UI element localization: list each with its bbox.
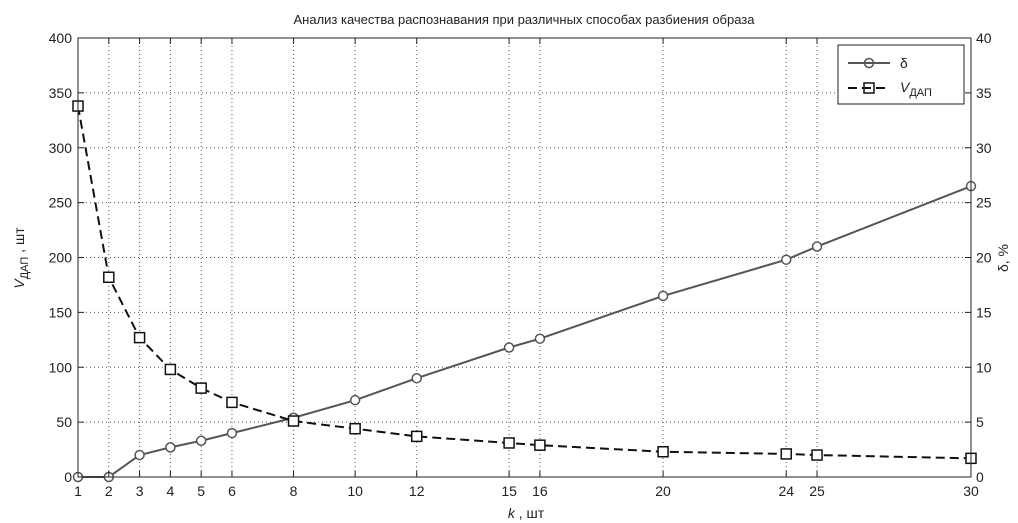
vdap-point [780,448,792,460]
y-right-tick-label: 20 [976,250,992,266]
delta-point [503,342,515,353]
x-tick-label: 20 [655,483,671,499]
legend-label-delta: δ [900,55,908,71]
y-left-tick-label: 200 [49,250,73,266]
plot-area [78,38,971,477]
vdap-point [811,449,823,461]
y-right-tick-label: 35 [976,85,992,101]
x-axis-label-suffix: , шт [515,505,545,521]
x-tick-label: 5 [197,483,205,499]
y-left-tick-label: 300 [49,140,73,156]
y-left-tick-label: 0 [64,469,72,485]
y-right-tick-label: 5 [976,414,984,430]
y-left-tick-label: 50 [56,414,72,430]
legend: δ VДАП [837,44,965,105]
vdap-point [503,437,515,449]
legend-marker-delta [863,57,875,69]
tick-layer: 1 2 3 4 5 6 8 10 12 15 16 20 24 25 3005010015020025030… [49,30,992,499]
vdap-point [657,446,669,458]
y-right-tick-label: 30 [976,140,992,156]
y-axis-left-label-suffix: , шт [11,227,27,257]
vdap-point [349,422,361,435]
x-tick-label: 4 [166,483,174,499]
x-tick-label: 2 [105,483,113,499]
y-left-tick-label: 350 [49,85,73,101]
delta-point [780,254,792,265]
delta-point [657,290,669,302]
legend-marker-vdap [863,82,875,94]
legend-label-vdap: VДАП [900,79,932,99]
x-tick-label: 15 [501,483,517,499]
vdap-point [534,439,546,451]
delta-point [195,435,207,447]
x-tick-label: 12 [409,483,425,499]
vdap-point [164,363,177,376]
delta-point [411,372,422,384]
delta-point [165,442,176,453]
vdap-point [410,430,423,443]
x-tick-label: 30 [963,483,979,499]
vdap-point [226,396,238,409]
x-tick-label: 6 [228,483,236,499]
legend-label-vdap-sub: ДАП [909,87,932,99]
y-axis-left-label-sub: ДАП [19,257,31,280]
x-tick-label: 24 [778,483,794,499]
y-left-tick-label: 100 [49,359,73,375]
delta-point [811,241,823,252]
delta-point [349,394,361,406]
delta-point [534,333,546,344]
y-left-tick-label: 400 [49,30,73,46]
legend-box [837,44,965,105]
y-left-tick-label: 250 [49,195,73,211]
y-right-tick-label: 0 [976,469,984,485]
vdap-point [133,331,146,344]
chart-title: Анализ качества распознавания при различ… [293,12,755,27]
y-left-tick-label: 150 [49,304,73,320]
y-axis-right-label: δ, % [995,244,1011,272]
x-tick-label: 16 [532,483,548,499]
y-axis-left-label: VДАП , шт [11,227,31,289]
legend-label-vdap-main: V [900,79,911,95]
x-axis-label-main: k [508,505,516,521]
vdap-point [287,415,300,427]
vdap-point [103,271,115,284]
y-right-tick-label: 15 [976,304,992,320]
x-axis-label: k , шт [508,505,545,521]
y-axis-left-label-main: V [11,278,27,289]
x-tick-label: 25 [809,483,825,499]
y-right-tick-label: 40 [976,30,992,46]
y-right-tick-label: 25 [976,195,992,211]
delta-point [226,427,238,439]
x-tick-label: 1 [74,483,82,499]
x-tick-label: 8 [290,483,298,499]
vdap-point [195,382,207,394]
y-right-tick-label: 10 [976,359,992,375]
x-tick-label: 3 [136,483,144,499]
delta-point [134,449,145,461]
x-tick-label: 10 [347,483,363,499]
